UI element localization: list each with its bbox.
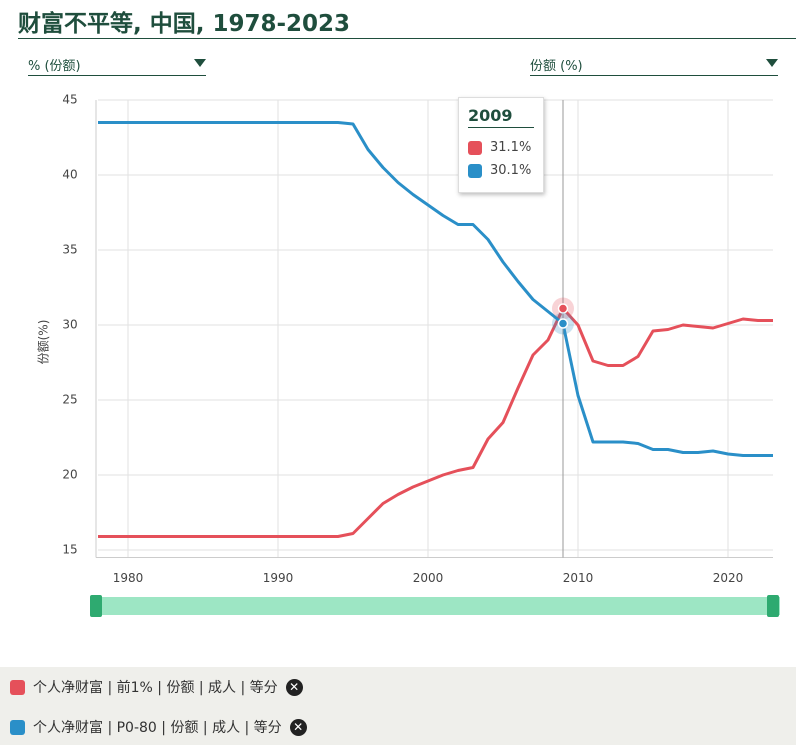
x-tick-label: 2010 <box>563 571 594 585</box>
dropdown-arrow <box>766 59 778 67</box>
hover-point <box>557 318 569 329</box>
y-tick-label: 30 <box>62 318 77 332</box>
slider-handle[interactable] <box>90 595 102 617</box>
measure-dropdown[interactable]: 份额 (%) <box>530 55 778 76</box>
x-tick-label: 1990 <box>263 571 294 585</box>
slider-handle[interactable] <box>767 595 779 617</box>
y-tick-label: 45 <box>62 93 77 107</box>
tooltip: 2009 31.1% 30.1% <box>458 97 544 193</box>
unit-dropdown[interactable]: % (份额) <box>28 55 206 76</box>
legend-label: 个人净财富 | 前1% | 份额 | 成人 | 等分 <box>33 680 278 696</box>
dropdown-label: 份额 (%) <box>530 59 583 74</box>
y-tick-label: 25 <box>62 393 77 407</box>
y-tick-label: 40 <box>62 168 77 182</box>
x-tick-label: 1980 <box>113 571 144 585</box>
legend-label: 个人净财富 | P0-80 | 份额 | 成人 | 等分 <box>33 720 282 736</box>
legend-item: 个人净财富 | 前1% | 份额 | 成人 | 等分 ✕ <box>10 675 303 699</box>
chart-title: 财富不平等, 中国, 1978-2023 <box>18 11 351 37</box>
tooltip-value: 30.1% <box>490 163 532 178</box>
tooltip-swatch <box>468 140 482 155</box>
series-line <box>98 307 773 538</box>
chart: 份额(%) 15 20 25 30 35 40 45 1980 1990 2000 2010 2020 <box>37 93 780 617</box>
series-line <box>98 121 773 457</box>
x-tick-label: 2020 <box>713 571 744 585</box>
title-rule <box>18 38 796 39</box>
tooltip-title: 2009 <box>468 106 534 128</box>
legend: 个人净财富 | 前1% | 份额 | 成人 | 等分 ✕ 个人净财富 | P0-8… <box>0 667 796 745</box>
dropdown-label: % (份额) <box>28 59 81 74</box>
remove-button[interactable]: ✕ <box>289 718 307 736</box>
y-tick-label: 20 <box>62 468 77 482</box>
x-tick-label: 2000 <box>413 571 444 585</box>
y-axis-label: 份额(%) <box>37 320 51 365</box>
tooltip-swatch <box>468 163 482 178</box>
tooltip-row: 30.1% <box>468 163 531 178</box>
remove-button[interactable]: ✕ <box>285 678 303 696</box>
hover-point <box>557 303 569 314</box>
tooltip-row: 31.1% <box>468 140 531 155</box>
dropdown-arrow <box>194 59 206 67</box>
y-tick-label: 15 <box>62 543 77 557</box>
legend-swatch <box>10 719 25 735</box>
y-tick-label: 35 <box>62 243 77 257</box>
range-slider[interactable] <box>90 597 780 615</box>
legend-swatch <box>10 679 25 695</box>
legend-item: 个人净财富 | P0-80 | 份额 | 成人 | 等分 ✕ <box>10 715 307 739</box>
tooltip-value: 31.1% <box>490 140 532 155</box>
